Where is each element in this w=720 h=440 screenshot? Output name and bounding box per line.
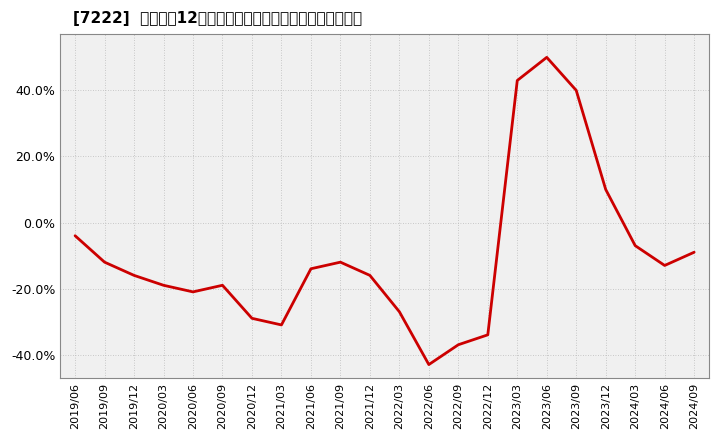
Text: [7222]  売上高の12か月移動合計の対前年同期増減率の推移: [7222] 売上高の12か月移動合計の対前年同期増減率の推移 xyxy=(73,11,362,26)
